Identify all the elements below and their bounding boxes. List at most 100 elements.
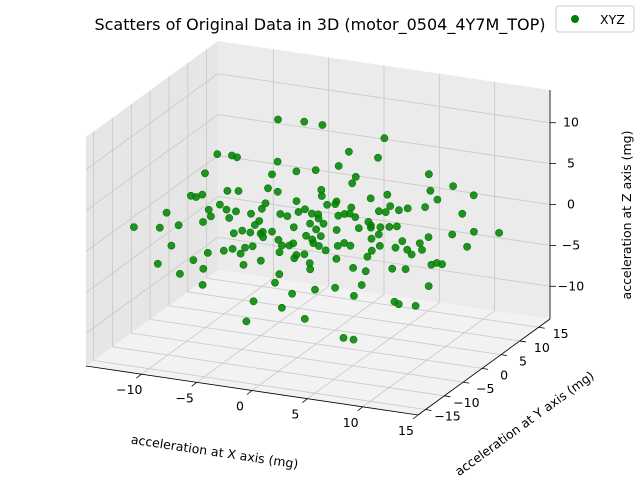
- data-point: [268, 227, 276, 236]
- data-point: [415, 239, 424, 248]
- grid-line-z-left: [85, 155, 219, 252]
- data-point: [223, 186, 232, 195]
- z-tick-label: 0: [567, 197, 575, 212]
- data-point: [198, 280, 207, 289]
- data-point: [351, 213, 360, 221]
- data-point: [314, 210, 323, 219]
- data-point: [192, 193, 200, 201]
- data-point: [321, 246, 330, 255]
- data-points: [129, 115, 503, 344]
- x-tick-label: −10: [116, 382, 142, 397]
- data-point: [427, 260, 436, 269]
- data-point: [222, 205, 231, 214]
- data-point: [256, 256, 265, 265]
- data-point: [385, 222, 394, 231]
- data-point: [426, 186, 435, 195]
- grid-line-x-floor: [196, 286, 329, 383]
- x-tick-mark: [302, 398, 308, 403]
- data-point: [332, 254, 341, 263]
- data-point: [361, 267, 370, 276]
- x-tick-label: 10: [343, 415, 359, 430]
- data-point: [225, 214, 234, 222]
- data-point: [271, 278, 279, 287]
- data-point: [380, 134, 389, 143]
- y-tick-mark: [444, 395, 451, 398]
- data-point: [174, 221, 183, 230]
- data-point: [351, 172, 360, 181]
- grid-line-x-floor: [362, 310, 495, 408]
- data-point: [344, 147, 353, 156]
- data-point: [153, 259, 162, 268]
- data-point: [332, 226, 341, 234]
- data-point: [248, 242, 257, 251]
- data-point: [236, 249, 245, 258]
- data-point: [162, 208, 171, 217]
- x-tick-mark: [357, 406, 363, 412]
- data-point: [448, 230, 457, 239]
- data-point: [189, 256, 198, 264]
- data-point: [213, 150, 222, 158]
- y-tick-label: 15: [553, 326, 569, 341]
- y-tick-mark: [519, 340, 526, 343]
- y-axis-label: acceleration at Y axis (mg): [452, 368, 597, 479]
- data-point: [349, 263, 357, 272]
- y-tick-mark: [500, 354, 508, 357]
- data-point: [318, 121, 327, 129]
- data-point: [334, 162, 343, 170]
- data-point: [300, 314, 309, 323]
- data-point: [275, 270, 284, 279]
- data-point: [201, 169, 209, 178]
- data-point: [300, 250, 309, 259]
- grid-line-z-left: [85, 73, 219, 171]
- data-point: [398, 237, 407, 245]
- data-point: [277, 303, 286, 312]
- data-point: [229, 229, 238, 238]
- data-point: [302, 231, 310, 240]
- data-point: [204, 205, 213, 214]
- data-point: [392, 222, 401, 231]
- data-point: [366, 194, 375, 203]
- grid-line-z-back: [217, 195, 551, 246]
- data-point: [255, 217, 264, 225]
- data-point: [155, 223, 164, 232]
- x-tick-mark: [191, 382, 197, 387]
- data-point: [203, 248, 212, 257]
- data-point: [347, 203, 356, 212]
- z-tick-label: 10: [563, 115, 579, 130]
- grid-line-z-left: [85, 114, 219, 211]
- grid-line-x-floor: [251, 294, 385, 391]
- legend-box: [555, 5, 635, 33]
- data-point: [242, 317, 251, 326]
- z-tick-label: −10: [558, 278, 584, 293]
- grid-line-y-floor: [112, 346, 445, 397]
- data-point: [331, 200, 340, 208]
- data-point: [316, 232, 325, 240]
- data-point: [239, 260, 248, 269]
- data-point: [294, 208, 303, 216]
- data-point: [305, 259, 314, 267]
- data-point: [376, 223, 385, 232]
- y-axis-line: [417, 318, 551, 416]
- data-point: [495, 228, 503, 237]
- x-tick-mark: [246, 390, 253, 395]
- legend-label: XYZ: [600, 12, 625, 27]
- data-point: [388, 264, 397, 273]
- data-point: [333, 241, 342, 250]
- data-point: [438, 260, 446, 269]
- x-tick-label: 0: [236, 399, 244, 414]
- data-point: [458, 209, 467, 218]
- data-point: [275, 248, 284, 257]
- x-tick-mark: [136, 373, 142, 379]
- data-point: [394, 300, 403, 309]
- data-point: [317, 185, 326, 194]
- data-point: [374, 230, 383, 239]
- grid-lines: [85, 49, 551, 416]
- data-point: [463, 242, 471, 251]
- data-point: [339, 333, 348, 342]
- legend: XYZ: [555, 5, 635, 33]
- data-point: [301, 205, 309, 214]
- y-tick-label: −15: [434, 409, 460, 424]
- data-point: [215, 200, 224, 209]
- data-point: [349, 335, 358, 344]
